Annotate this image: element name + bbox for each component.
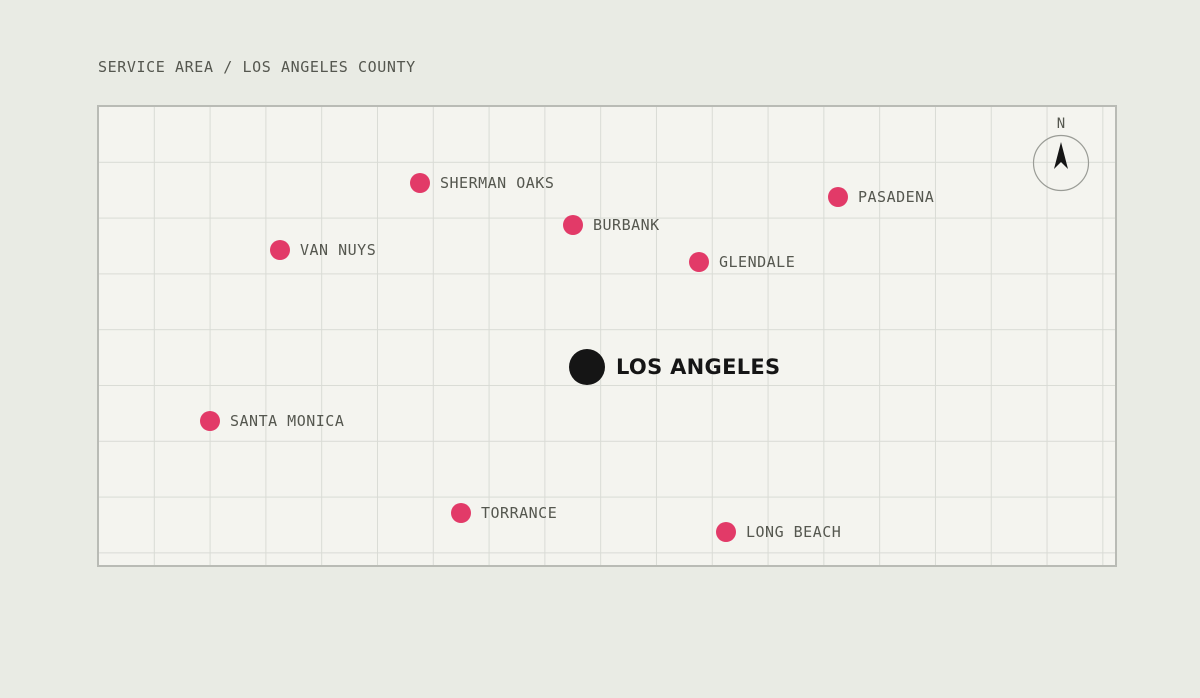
city-marker-santa-monica[interactable]: SANTA MONICA <box>200 411 344 431</box>
map-pin-icon <box>270 240 290 260</box>
city-marker-glendale[interactable]: GLENDALE <box>689 252 795 272</box>
major-city-pin-icon <box>569 349 605 385</box>
city-label: GLENDALE <box>719 253 796 271</box>
map-pin-icon <box>828 187 848 207</box>
city-marker-long-beach[interactable]: LONG BEACH <box>716 522 841 542</box>
city-marker-los-angeles[interactable]: LOS ANGELES <box>569 349 780 385</box>
map-pin-icon <box>451 503 471 523</box>
city-label: VAN NUYS <box>300 241 377 259</box>
map-pin-icon <box>689 252 709 272</box>
city-label: PASADENA <box>858 188 935 206</box>
city-label: TORRANCE <box>481 504 558 522</box>
north-arrow-icon <box>1032 134 1090 192</box>
city-label: SANTA MONICA <box>230 412 345 430</box>
compass-north-label: N <box>1056 116 1066 132</box>
city-marker-pasadena[interactable]: PASADENA <box>828 187 934 207</box>
major-city-label: LOS ANGELES <box>616 355 781 379</box>
map-pin-icon <box>410 173 430 193</box>
city-marker-van-nuys[interactable]: VAN NUYS <box>270 240 376 260</box>
map-pin-icon <box>200 411 220 431</box>
city-label: LONG BEACH <box>746 523 842 541</box>
city-label: SHERMAN OAKS <box>440 174 555 192</box>
city-marker-burbank[interactable]: BURBANK <box>563 215 660 235</box>
compass: N <box>1032 116 1090 192</box>
city-label: BURBANK <box>593 216 660 234</box>
map-pin-icon <box>716 522 736 542</box>
city-marker-torrance[interactable]: TORRANCE <box>451 503 557 523</box>
service-area-map[interactable]: N SHERMAN OAKS PASADENA BURBANK VAN NUYS… <box>97 105 1117 567</box>
map-title: SERVICE AREA / LOS ANGELES COUNTY <box>98 58 416 76</box>
map-pin-icon <box>563 215 583 235</box>
city-marker-sherman-oaks[interactable]: SHERMAN OAKS <box>410 173 554 193</box>
